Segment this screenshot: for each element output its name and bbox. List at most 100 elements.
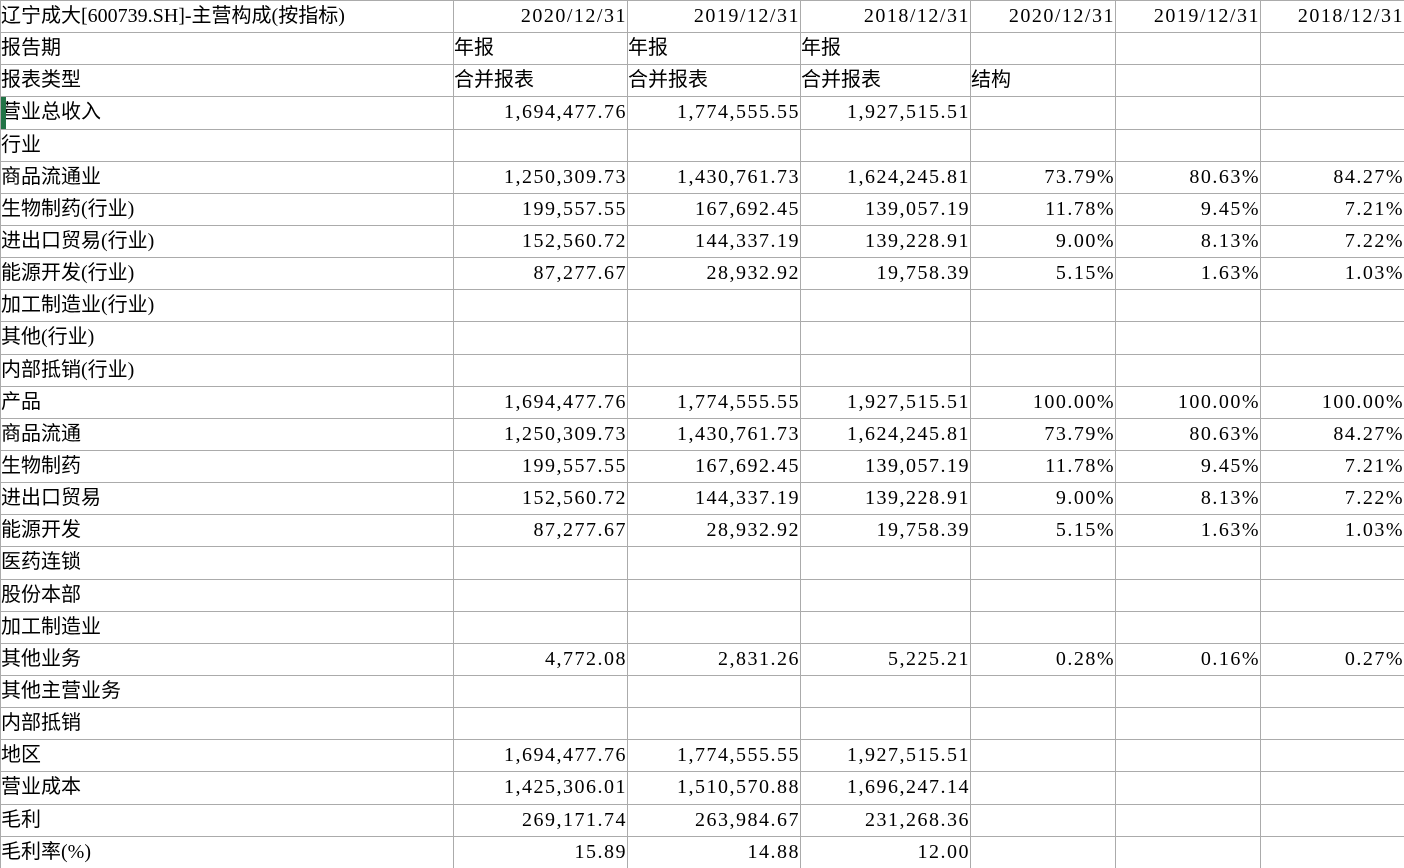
value-cell[interactable] [800, 289, 971, 323]
row-product-other-business-label-cell[interactable]: 其他业务 [0, 642, 454, 676]
value-cell[interactable]: 结构 [970, 64, 1116, 98]
value-cell[interactable]: 8.13% [1115, 482, 1261, 516]
value-cell[interactable]: 5,225.21 [800, 642, 971, 676]
value-cell[interactable]: 1,694,477.76 [453, 739, 628, 773]
value-cell[interactable]: 28,932.92 [627, 514, 801, 548]
value-cell[interactable] [453, 578, 628, 612]
value-cell[interactable] [1115, 32, 1261, 66]
value-cell[interactable] [1260, 289, 1404, 323]
header-row-label-cell[interactable]: 辽宁成大[600739.SH]-主营构成(按指标) [0, 0, 454, 34]
row-product-commodity-circulation-label-cell[interactable]: 商品流通 [0, 417, 454, 451]
value-cell[interactable]: 1,430,761.73 [627, 417, 801, 451]
row-industry-other-label-cell[interactable]: 其他(行业) [0, 321, 454, 355]
value-cell[interactable] [453, 128, 628, 162]
value-cell[interactable]: 100.00% [1115, 385, 1261, 419]
value-cell[interactable]: 139,057.19 [800, 449, 971, 484]
value-cell[interactable]: 1,774,555.55 [627, 739, 801, 773]
value-cell[interactable] [1115, 771, 1261, 805]
value-cell[interactable]: 合并报表 [800, 64, 971, 98]
value-cell[interactable] [627, 321, 801, 355]
value-cell[interactable]: 19,758.39 [800, 514, 971, 548]
value-cell[interactable]: 7.22% [1260, 482, 1404, 516]
value-cell[interactable] [970, 546, 1116, 580]
row-industry-internal-offset-label-cell[interactable]: 内部抵销(行业) [0, 353, 454, 387]
value-cell[interactable] [1115, 353, 1261, 387]
value-cell[interactable] [800, 578, 971, 612]
value-cell[interactable] [453, 610, 628, 644]
value-cell[interactable]: 9.45% [1115, 449, 1261, 484]
value-cell[interactable]: 231,268.36 [800, 803, 971, 837]
value-cell[interactable]: 84.27% [1260, 160, 1404, 194]
value-cell[interactable]: 2018/12/31 [800, 0, 971, 34]
value-cell[interactable] [453, 321, 628, 355]
value-cell[interactable] [800, 128, 971, 162]
value-cell[interactable] [627, 128, 801, 162]
value-cell[interactable] [1260, 546, 1404, 580]
value-cell[interactable] [1115, 707, 1261, 741]
row-section-industry-label-cell[interactable]: 行业 [0, 128, 454, 162]
row-total-revenue-label-cell[interactable]: 营业总收入 [0, 96, 454, 130]
value-cell[interactable]: 2020/12/31 [970, 0, 1116, 34]
row-product-pharmacy-chain-label-cell[interactable]: 医药连锁 [0, 546, 454, 580]
value-cell[interactable] [970, 771, 1116, 805]
row-report-period-label-cell[interactable]: 报告期 [0, 32, 454, 66]
value-cell[interactable]: 0.16% [1115, 642, 1261, 676]
value-cell[interactable]: 73.79% [970, 160, 1116, 194]
value-cell[interactable]: 28,932.92 [627, 257, 801, 291]
value-cell[interactable]: 14.88 [627, 835, 801, 868]
value-cell[interactable] [1115, 578, 1261, 612]
value-cell[interactable]: 9.45% [1115, 192, 1261, 226]
value-cell[interactable]: 11.78% [970, 449, 1116, 484]
value-cell[interactable]: 139,228.91 [800, 224, 971, 259]
row-industry-processing-mfg-label-cell[interactable]: 加工制造业(行业) [0, 289, 454, 323]
value-cell[interactable] [1260, 32, 1404, 66]
value-cell[interactable]: 100.00% [1260, 385, 1404, 419]
value-cell[interactable]: 269,171.74 [453, 803, 628, 837]
value-cell[interactable] [970, 803, 1116, 837]
value-cell[interactable] [1260, 835, 1404, 868]
row-industry-biopharma-label-cell[interactable]: 生物制药(行业) [0, 192, 454, 226]
value-cell[interactable] [627, 610, 801, 644]
value-cell[interactable]: 152,560.72 [453, 224, 628, 259]
value-cell[interactable]: 1.63% [1115, 514, 1261, 548]
value-cell[interactable] [1260, 353, 1404, 387]
value-cell[interactable]: 5.15% [970, 514, 1116, 548]
value-cell[interactable]: 7.21% [1260, 449, 1404, 484]
row-gross-profit-label-cell[interactable]: 毛利 [0, 803, 454, 837]
row-product-hq-label-cell[interactable]: 股份本部 [0, 578, 454, 612]
row-industry-commodity-circulation-label-cell[interactable]: 商品流通业 [0, 160, 454, 194]
value-cell[interactable]: 12.00 [800, 835, 971, 868]
value-cell[interactable]: 0.28% [970, 642, 1116, 676]
value-cell[interactable]: 2018/12/31 [1260, 0, 1404, 34]
value-cell[interactable] [1260, 128, 1404, 162]
value-cell[interactable]: 144,337.19 [627, 482, 801, 516]
value-cell[interactable]: 1.03% [1260, 257, 1404, 291]
value-cell[interactable]: 1.63% [1115, 257, 1261, 291]
value-cell[interactable]: 1,694,477.76 [453, 96, 628, 130]
value-cell[interactable] [627, 578, 801, 612]
value-cell[interactable] [627, 353, 801, 387]
value-cell[interactable]: 1,430,761.73 [627, 160, 801, 194]
value-cell[interactable] [453, 546, 628, 580]
value-cell[interactable]: 139,228.91 [800, 482, 971, 516]
value-cell[interactable]: 19,758.39 [800, 257, 971, 291]
value-cell[interactable]: 263,984.67 [627, 803, 801, 837]
value-cell[interactable]: 84.27% [1260, 417, 1404, 451]
value-cell[interactable] [970, 96, 1116, 130]
value-cell[interactable] [1115, 610, 1261, 644]
value-cell[interactable]: 0.27% [1260, 642, 1404, 676]
row-section-product-label-cell[interactable]: 产品 [0, 385, 454, 419]
value-cell[interactable]: 87,277.67 [453, 514, 628, 548]
value-cell[interactable]: 80.63% [1115, 160, 1261, 194]
value-cell[interactable]: 4,772.08 [453, 642, 628, 676]
value-cell[interactable]: 144,337.19 [627, 224, 801, 259]
value-cell[interactable]: 2020/12/31 [453, 0, 628, 34]
value-cell[interactable]: 5.15% [970, 257, 1116, 291]
value-cell[interactable] [970, 128, 1116, 162]
value-cell[interactable] [800, 353, 971, 387]
value-cell[interactable] [800, 546, 971, 580]
value-cell[interactable]: 年报 [627, 32, 801, 66]
row-operating-cost-label-cell[interactable]: 营业成本 [0, 771, 454, 805]
value-cell[interactable] [1260, 707, 1404, 741]
value-cell[interactable]: 1,250,309.73 [453, 417, 628, 451]
